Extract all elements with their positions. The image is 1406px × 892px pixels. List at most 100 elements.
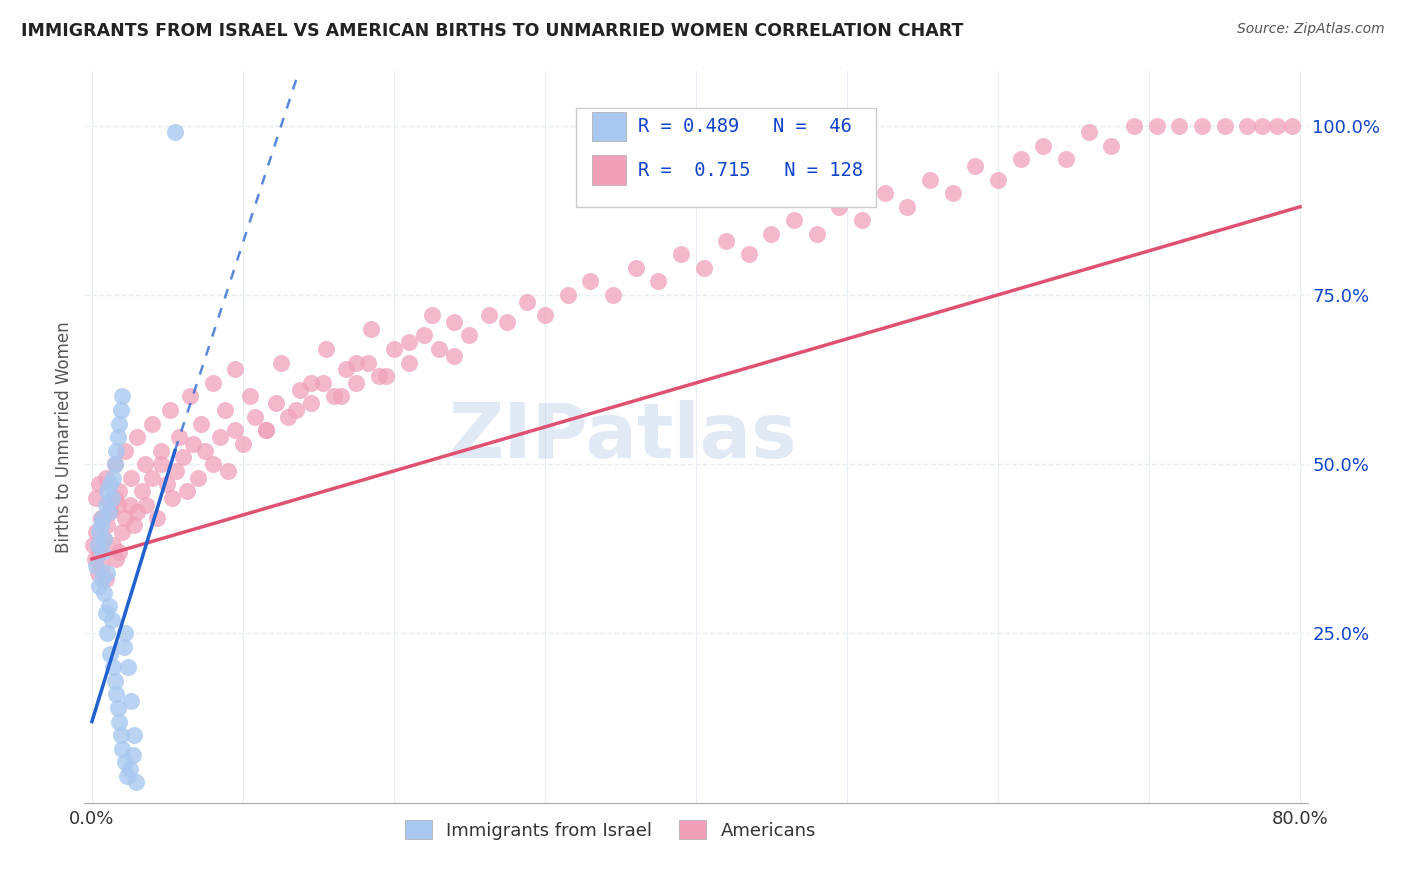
Point — [91, 511, 114, 525]
Point — [91, 572, 114, 586]
Point — [108, 545, 131, 559]
Point — [159, 403, 181, 417]
Point — [277, 409, 299, 424]
Point — [98, 647, 121, 661]
Point — [97, 599, 120, 614]
Point — [103, 673, 125, 688]
Point — [169, 430, 191, 444]
Point — [112, 640, 135, 654]
Point — [114, 443, 136, 458]
Point — [1032, 139, 1054, 153]
Point — [413, 328, 436, 343]
Point — [335, 362, 357, 376]
Point — [299, 396, 322, 410]
Point — [121, 748, 143, 763]
Text: IMMIGRANTS FROM ISRAEL VS AMERICAN BIRTHS TO UNMARRIED WOMEN CORRELATION CHART: IMMIGRANTS FROM ISRAEL VS AMERICAN BIRTH… — [21, 22, 963, 40]
Point — [264, 396, 287, 410]
Point — [156, 477, 179, 491]
Point — [443, 349, 465, 363]
Point — [201, 376, 224, 390]
Point — [254, 423, 277, 437]
Point — [1077, 125, 1099, 139]
Point — [107, 701, 129, 715]
Point — [187, 471, 209, 485]
Point — [738, 247, 761, 261]
Point — [86, 524, 108, 539]
Point — [93, 532, 115, 546]
Point — [94, 606, 117, 620]
Point — [118, 498, 141, 512]
Point — [120, 471, 142, 485]
Point — [420, 308, 443, 322]
Point — [194, 443, 217, 458]
Point — [1010, 153, 1032, 167]
Point — [360, 322, 382, 336]
Point — [330, 389, 353, 403]
FancyBboxPatch shape — [576, 108, 876, 207]
Point — [108, 417, 131, 431]
Point — [1251, 119, 1274, 133]
Point — [91, 545, 114, 559]
Point — [98, 477, 121, 491]
Point — [478, 308, 501, 322]
Text: ZIPatlas: ZIPatlas — [449, 401, 797, 474]
Point — [89, 545, 111, 559]
Point — [224, 362, 246, 376]
Point — [163, 125, 186, 139]
Text: Source: ZipAtlas.com: Source: ZipAtlas.com — [1237, 22, 1385, 37]
Point — [647, 274, 669, 288]
Point — [1281, 119, 1303, 133]
Point — [131, 484, 153, 499]
Point — [107, 498, 129, 512]
Point — [714, 234, 737, 248]
Point — [382, 342, 405, 356]
Point — [166, 464, 188, 478]
Point — [290, 383, 312, 397]
Point — [89, 477, 111, 491]
Point — [427, 342, 450, 356]
Point — [214, 403, 236, 417]
Point — [122, 518, 145, 533]
Point — [86, 558, 108, 573]
Point — [1054, 153, 1077, 167]
Point — [96, 484, 118, 499]
Point — [896, 200, 918, 214]
Point — [90, 511, 112, 525]
Point — [965, 159, 987, 173]
Point — [101, 471, 124, 485]
Point — [1168, 119, 1191, 133]
Point — [103, 457, 125, 471]
Point — [107, 430, 129, 444]
Point — [90, 518, 112, 533]
Point — [516, 294, 538, 309]
Point — [534, 308, 557, 322]
Point — [270, 355, 292, 369]
Point — [458, 328, 481, 343]
Point — [398, 355, 420, 369]
Point — [114, 755, 136, 769]
Point — [851, 213, 873, 227]
Point — [1236, 119, 1258, 133]
Point — [172, 450, 194, 465]
Point — [114, 626, 136, 640]
Point — [125, 775, 148, 789]
Point — [176, 484, 198, 499]
Point — [1122, 119, 1144, 133]
Point — [87, 538, 110, 552]
Point — [224, 423, 246, 437]
Point — [108, 714, 131, 729]
Point — [150, 443, 173, 458]
Point — [806, 227, 828, 241]
Point — [100, 491, 122, 505]
Text: R = 0.489   N =  46: R = 0.489 N = 46 — [638, 117, 852, 136]
Point — [98, 498, 121, 512]
Point — [103, 491, 125, 505]
Point — [94, 572, 117, 586]
Point — [117, 660, 139, 674]
Point — [579, 274, 602, 288]
Point — [93, 532, 115, 546]
Point — [315, 342, 337, 356]
Legend: Immigrants from Israel, Americans: Immigrants from Israel, Americans — [395, 811, 825, 848]
Point — [94, 498, 117, 512]
Point — [918, 172, 941, 186]
